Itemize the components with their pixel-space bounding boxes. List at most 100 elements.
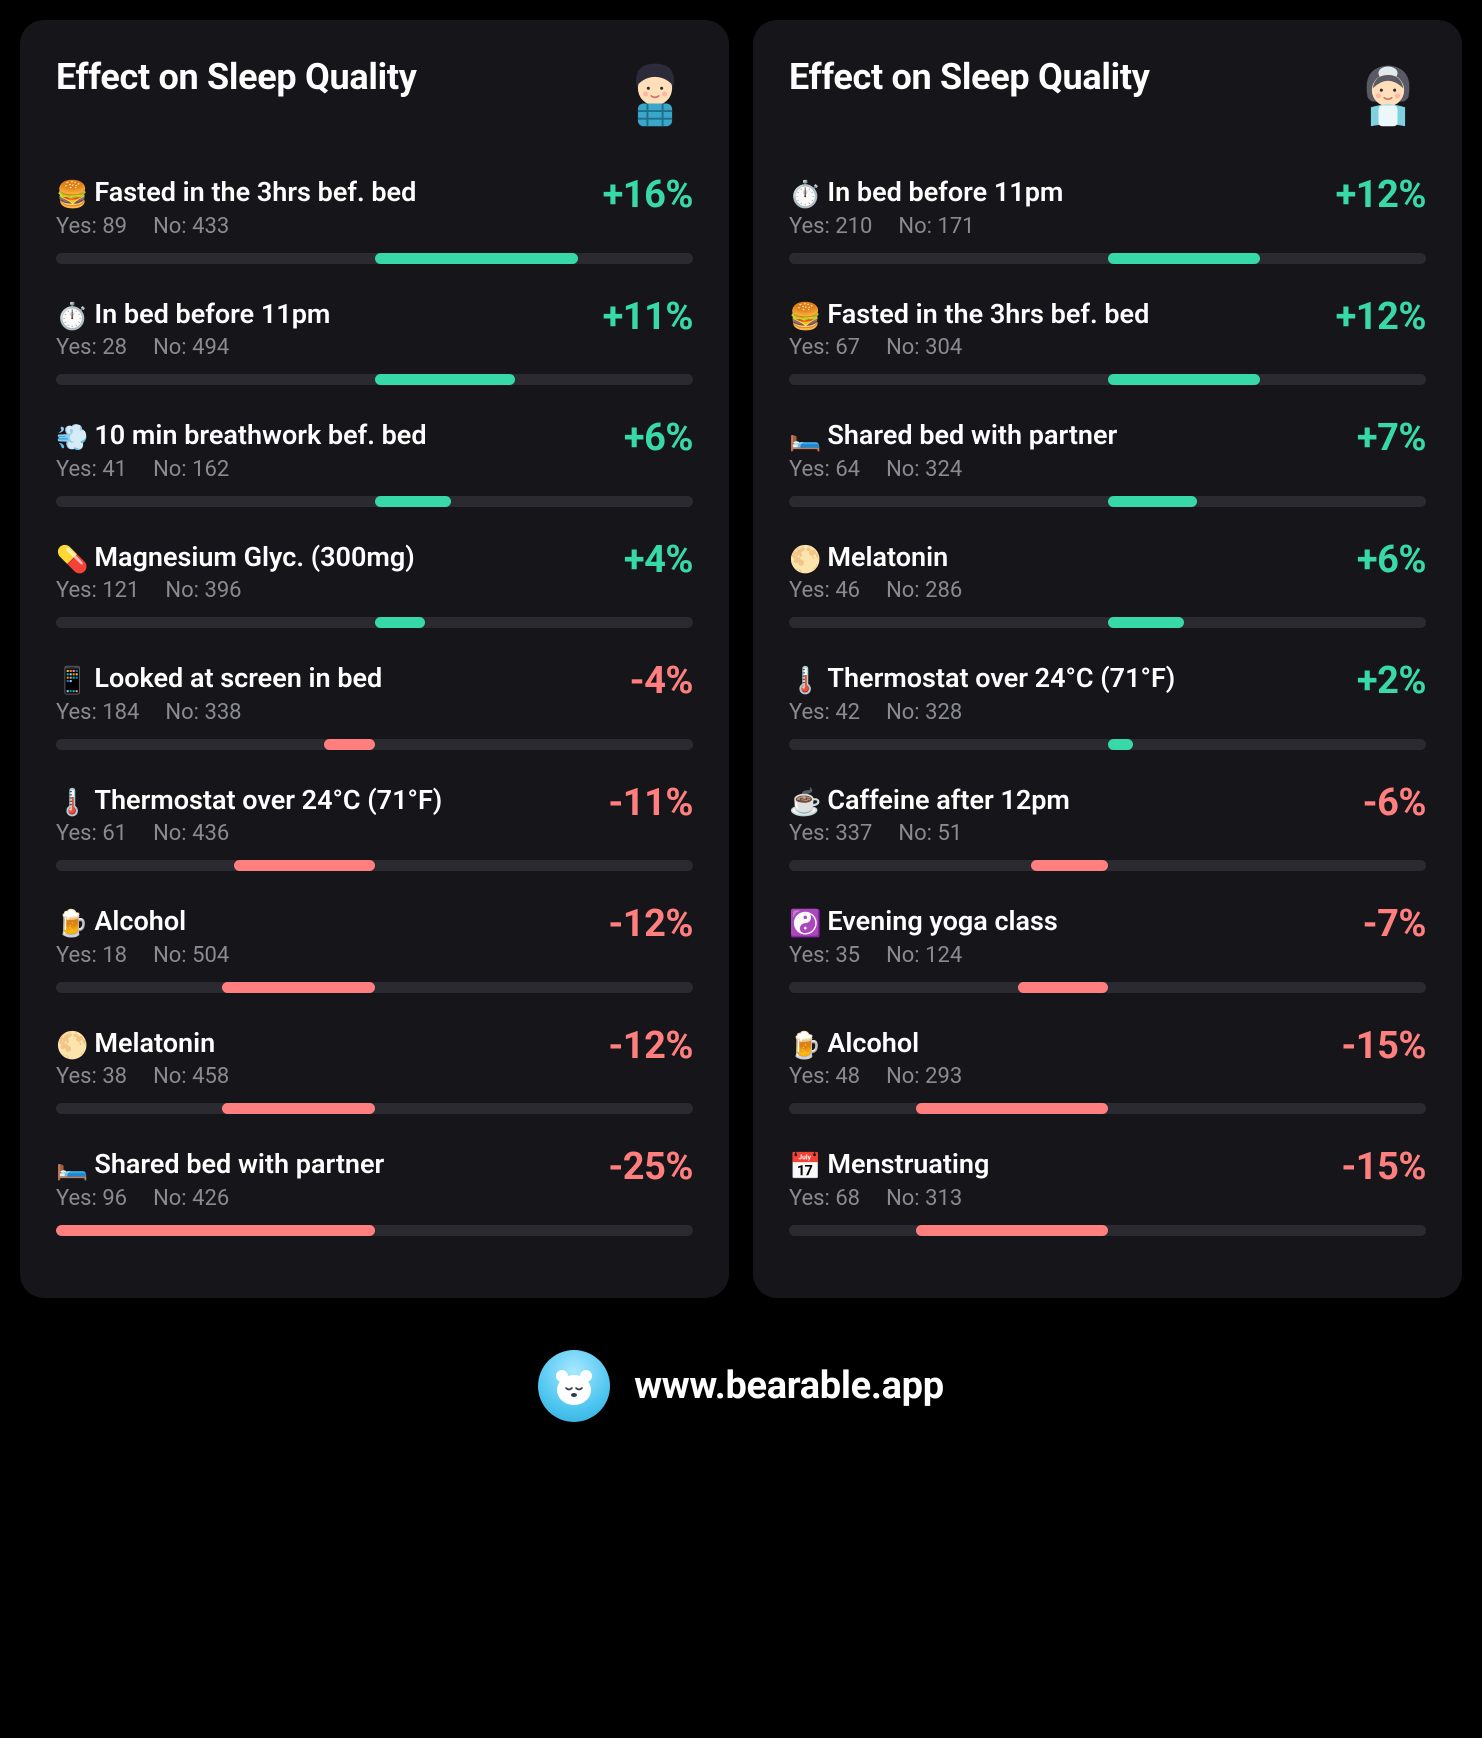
factor-counts: Yes: 184No: 338: [56, 700, 620, 725]
factor-counts: Yes: 18No: 504: [56, 943, 598, 968]
factor-top: 🌕MelatoninYes: 38 No: 458 -12%: [56, 1027, 693, 1090]
factor-yes-count: Yes: 61: [56, 821, 127, 846]
footer: www.bearable.app: [20, 1350, 1462, 1422]
factor-label-text: Thermostat over 24°C (71°F): [827, 662, 1175, 694]
factor-yes-count: Yes: 68: [789, 1186, 860, 1211]
factor-bar-fill: [916, 1103, 1107, 1114]
factor-left: 📅MenstruatingYes: 68No: 313: [789, 1148, 1331, 1211]
factor-row: 🌕MelatoninYes: 38 No: 458 -12%: [56, 1027, 693, 1115]
factor-bar-track: [789, 374, 1426, 385]
factor-label-text: Shared bed with partner: [827, 419, 1117, 451]
factor-row: ⏱️In bed before 11pmYes: 210 No: 171 +12%: [789, 176, 1426, 264]
factor-label: 🌡️Thermostat over 24°C (71°F): [56, 784, 598, 820]
factor-yes-count: Yes: 210: [789, 214, 872, 239]
factor-row: 🛏️Shared bed with partnerYes: 96No: 426-…: [56, 1148, 693, 1236]
factor-bar-track: [789, 253, 1426, 264]
factor-row: ⏱️In bed before 11pmYes: 28No: 494+11%: [56, 298, 693, 386]
factor-pct: -15%: [1341, 1148, 1426, 1186]
factor-pct: -12%: [608, 905, 693, 943]
factor-label-text: Melatonin: [94, 1027, 215, 1059]
factor-label-text: Thermostat over 24°C (71°F): [94, 784, 442, 816]
factor-bar-fill: [1031, 860, 1107, 871]
factor-left: 🌕MelatoninYes: 38 No: 458: [56, 1027, 598, 1090]
factor-counts: Yes: 28No: 494: [56, 335, 593, 360]
factor-bar-fill: [1108, 617, 1184, 628]
factor-row: 🛏️Shared bed with partnerYes: 64No: 324+…: [789, 419, 1426, 507]
factor-yes-count: Yes: 38: [56, 1064, 127, 1089]
factor-top: 🛏️Shared bed with partnerYes: 64No: 324+…: [789, 419, 1426, 482]
factor-no-count: No: 338: [165, 700, 241, 725]
factor-top: 💊Magnesium Glyc. (300mg)Yes: 121No: 396+…: [56, 541, 693, 604]
factor-top: 📱Looked at screen in bedYes: 184No: 338-…: [56, 662, 693, 725]
factor-no-count: No: 458: [153, 1064, 229, 1089]
factor-left: 🛏️Shared bed with partnerYes: 96No: 426: [56, 1148, 598, 1211]
factor-bar-track: [56, 860, 693, 871]
factor-label: 🌕Melatonin: [56, 1027, 598, 1063]
factor-left: ☯️Evening yoga classYes: 35 No: 124: [789, 905, 1353, 968]
factor-no-count: No: 124: [886, 943, 962, 968]
factor-emoji-icon: 🛏️: [56, 1151, 88, 1184]
factor-label: 🍺Alcohol: [56, 905, 598, 941]
factor-no-count: No: 171: [898, 214, 974, 239]
factor-counts: Yes: 337No: 51: [789, 821, 1353, 846]
factor-bar-fill: [1108, 253, 1261, 264]
factor-label: ☯️Evening yoga class: [789, 905, 1353, 941]
factor-bar-track: [789, 1103, 1426, 1114]
panel: Effect on Sleep Quality 🍔Fasted in the 3…: [20, 20, 729, 1298]
factor-yes-count: Yes: 96: [56, 1186, 127, 1211]
factor-bar-track: [56, 982, 693, 993]
factor-bar-fill: [1108, 496, 1197, 507]
factor-counts: Yes: 35 No: 124: [789, 943, 1353, 968]
bearable-logo-icon: [538, 1350, 610, 1422]
boy-avatar-icon: [617, 56, 693, 132]
factor-counts: Yes: 61 No: 436: [56, 821, 598, 846]
factor-yes-count: Yes: 35: [789, 943, 860, 968]
factor-yes-count: Yes: 121: [56, 578, 139, 603]
panel: Effect on Sleep Quality ⏱️In bed before …: [753, 20, 1462, 1298]
factor-bar-fill: [375, 253, 579, 264]
factor-label: 🌡️Thermostat over 24°C (71°F): [789, 662, 1347, 698]
factor-no-count: No: 436: [153, 821, 229, 846]
factor-pct: -12%: [608, 1027, 693, 1065]
factor-left: 🍔Fasted in the 3hrs bef. bedYes: 89No: 4…: [56, 176, 593, 239]
factor-left: 🍺AlcoholYes: 18No: 504: [56, 905, 598, 968]
factor-bar-fill: [916, 1225, 1107, 1236]
factor-top: 💨10 min breathwork bef. bedYes: 41No: 16…: [56, 419, 693, 482]
factor-yes-count: Yes: 42: [789, 700, 860, 725]
factor-pct: +12%: [1336, 176, 1426, 214]
factor-pct: +6%: [624, 419, 693, 457]
factor-no-count: No: 328: [886, 700, 962, 725]
factor-label: 🛏️Shared bed with partner: [789, 419, 1347, 455]
factor-label-text: Alcohol: [94, 905, 186, 937]
factor-emoji-icon: ☕: [789, 787, 821, 820]
factor-pct: -4%: [630, 662, 693, 700]
factor-row: ☕Caffeine after 12pmYes: 337No: 51-6%: [789, 784, 1426, 872]
factor-bar-track: [789, 496, 1426, 507]
factor-counts: Yes: 64No: 324: [789, 457, 1347, 482]
factor-bar-fill: [375, 617, 426, 628]
factor-emoji-icon: 📱: [56, 665, 88, 698]
factor-bar-fill: [1108, 739, 1133, 750]
factor-label: 💨10 min breathwork bef. bed: [56, 419, 614, 455]
factor-pct: -7%: [1363, 905, 1426, 943]
factor-left: 🌡️Thermostat over 24°C (71°F)Yes: 42 No: …: [789, 662, 1347, 725]
factor-yes-count: Yes: 337: [789, 821, 872, 846]
factor-counts: Yes: 121No: 396: [56, 578, 614, 603]
factor-label-text: Caffeine after 12pm: [827, 784, 1070, 816]
factor-pct: +2%: [1357, 662, 1426, 700]
factor-emoji-icon: ⏱️: [56, 301, 88, 334]
factor-label: 🍔Fasted in the 3hrs bef. bed: [56, 176, 593, 212]
factor-top: ☯️Evening yoga classYes: 35 No: 124 -7%: [789, 905, 1426, 968]
factor-bar-fill: [56, 1225, 375, 1236]
factor-label: ⏱️In bed before 11pm: [789, 176, 1326, 212]
factor-counts: Yes: 41No: 162: [56, 457, 614, 482]
factor-label-text: 10 min breathwork bef. bed: [94, 419, 426, 451]
factor-emoji-icon: 💨: [56, 422, 88, 455]
factor-left: 🌡️Thermostat over 24°C (71°F)Yes: 61 No: …: [56, 784, 598, 847]
factor-label-text: Fasted in the 3hrs bef. bed: [827, 298, 1149, 330]
footer-url: www.bearable.app: [634, 1364, 944, 1408]
factor-top: 🍔Fasted in the 3hrs bef. bedYes: 67No: 3…: [789, 298, 1426, 361]
factor-row: 🍺AlcoholYes: 48No: 293-15%: [789, 1027, 1426, 1115]
factor-bar-track: [789, 982, 1426, 993]
factor-top: 🌕MelatoninYes: 46No: 286+6%: [789, 541, 1426, 604]
